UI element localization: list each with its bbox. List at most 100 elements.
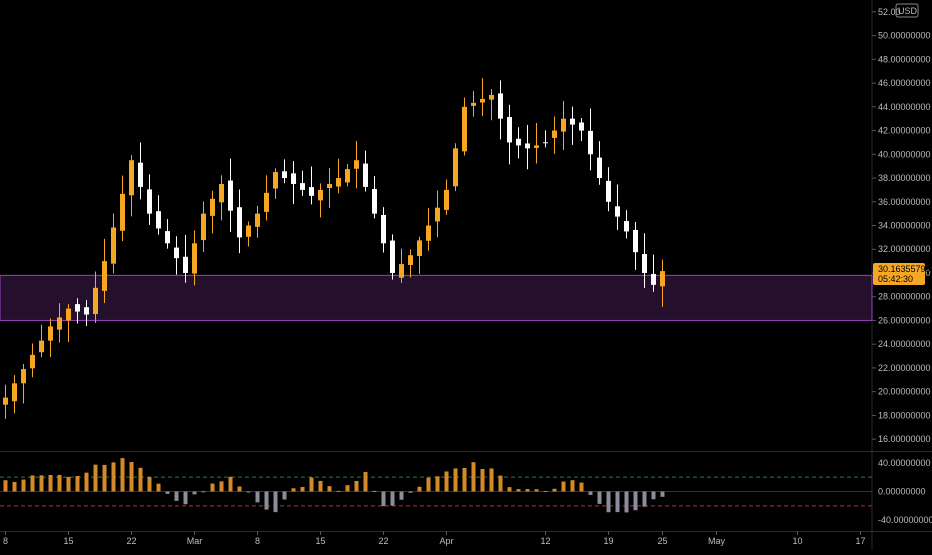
candle-body [318, 189, 323, 201]
candle-body [48, 326, 53, 341]
candle-body [336, 178, 341, 187]
price-tick-label: 36.00000000 [878, 197, 931, 207]
candle-body [12, 383, 17, 402]
osc-bar [102, 464, 107, 492]
candle-body [282, 171, 287, 179]
price-tick-label: 22.00000000 [878, 363, 931, 373]
price-tick-label: 32.00000000 [878, 244, 931, 254]
candle-body [327, 183, 332, 189]
time-tick-label: Mar [187, 536, 203, 546]
osc-bar [273, 491, 278, 513]
osc-bar [498, 475, 503, 492]
candle-body [570, 118, 575, 125]
candle-body [57, 317, 62, 330]
osc-bar [48, 474, 53, 492]
currency-badge[interactable]: USD [895, 3, 919, 18]
price-tick-label: 48.00000000 [878, 54, 931, 64]
osc-bar [624, 491, 629, 513]
osc-bar [192, 491, 197, 495]
candle-body [507, 116, 512, 143]
osc-bar [30, 475, 35, 492]
osc-bar [417, 486, 422, 492]
osc-bar [246, 491, 251, 493]
osc-bar [291, 488, 296, 492]
oscillator-pane[interactable] [0, 458, 872, 513]
time-tick-label: 12 [540, 536, 550, 546]
candle-body [660, 271, 665, 287]
currency-badge-label: USD [898, 6, 918, 16]
price-tick-label: 42.00000000 [878, 126, 931, 136]
time-tick-label: 8 [3, 536, 8, 546]
candle-body [633, 229, 638, 253]
candle-body [255, 213, 260, 227]
time-tick-label: 25 [657, 536, 667, 546]
candle-body [588, 130, 593, 155]
candle-body [93, 287, 98, 315]
candle-body [498, 93, 503, 119]
time-axis[interactable]: 8 15 22 Mar 8 15 22 Apr 12 19 25 May 10 17 [3, 531, 866, 546]
osc-bar [3, 480, 8, 492]
osc-bar [84, 472, 89, 492]
candle-body [147, 189, 152, 214]
candle-body [444, 189, 449, 210]
price-tick-label: 24.00000000 [878, 339, 931, 349]
candle-body [471, 102, 476, 106]
candle-body [39, 340, 44, 353]
candle-body [237, 207, 242, 238]
osc-tick-label: 0.00000000 [878, 487, 926, 497]
osc-bar [165, 491, 170, 494]
candle-body [426, 225, 431, 241]
osc-bar [138, 467, 143, 492]
candle-body [84, 307, 89, 315]
price-tick-label: 26.00000000 [878, 315, 931, 325]
osc-bar [210, 483, 215, 492]
candle-body [21, 369, 26, 384]
osc-bar [354, 480, 359, 492]
osc-bar [462, 467, 467, 492]
price-axis[interactable]: 16.00000000 18.00000000 20.00000000 22.0000… [872, 7, 931, 444]
osc-bar [255, 491, 260, 503]
candle-body [192, 243, 197, 274]
candle-body [165, 231, 170, 244]
osc-bar [201, 491, 206, 493]
last-price-value: 30.16355799 [878, 264, 931, 274]
candle-body [615, 206, 620, 217]
candle-body [354, 160, 359, 169]
candle-body [111, 227, 116, 264]
candle-body [390, 240, 395, 273]
candle-body [300, 183, 305, 190]
candle-body [417, 240, 422, 256]
time-tick-label: 22 [378, 536, 388, 546]
candle-body [210, 198, 215, 216]
candle-body [156, 211, 161, 229]
price-tick-label: 28.00000000 [878, 292, 931, 302]
candle-body [129, 160, 134, 196]
osc-bar [507, 487, 512, 492]
candle-body [174, 247, 179, 259]
candle-body [552, 130, 557, 138]
oscillator-axis[interactable]: 40.00000000 0.00000000 -40.00000000 [878, 458, 932, 525]
candle-body [309, 187, 314, 196]
osc-bar [570, 480, 575, 492]
candle-body [624, 221, 629, 232]
osc-bar [156, 483, 161, 492]
candle-body [138, 162, 143, 187]
candle-body [435, 207, 440, 222]
candle-body [516, 138, 521, 146]
osc-bar [183, 491, 188, 505]
candle-body [201, 213, 206, 241]
osc-bar [120, 458, 125, 492]
osc-tick-label: 40.00000000 [878, 458, 931, 468]
osc-bar [39, 475, 44, 492]
osc-bar [174, 491, 179, 501]
price-tick-label: 16.00000000 [878, 434, 931, 444]
price-tick-label: 34.00000000 [878, 221, 931, 231]
osc-bar [390, 491, 395, 506]
osc-bar [561, 481, 566, 492]
osc-bar [579, 482, 584, 492]
time-tick-label: Apr [439, 536, 453, 546]
price-tick-label: 46.00000000 [878, 78, 931, 88]
